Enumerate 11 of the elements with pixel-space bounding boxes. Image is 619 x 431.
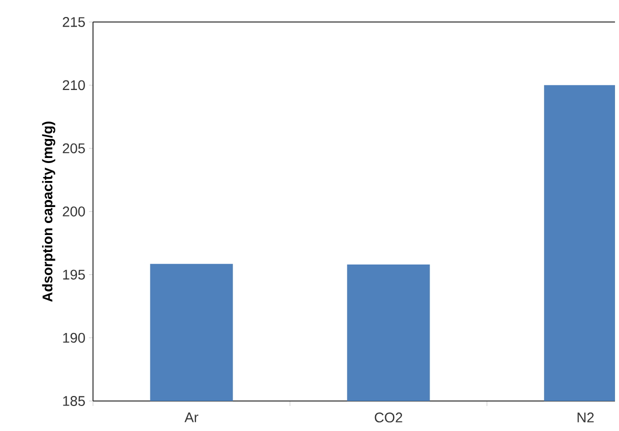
x-tick-label: CO2 <box>374 412 402 422</box>
y-tick-label: 200 <box>62 206 85 216</box>
y-tick-label: 185 <box>63 396 85 406</box>
x-tick-label: N2 <box>578 412 594 422</box>
y-tick-label: 190 <box>63 332 85 343</box>
y-tick-label: 210 <box>62 80 85 90</box>
y-tick-label: 205 <box>62 143 85 154</box>
y-tick-label: 195 <box>63 270 85 280</box>
x-tick-label: Ar <box>184 412 198 422</box>
y-axis-title: Adsorption capacity (mg/g) <box>42 122 56 302</box>
y-tick-label: 215 <box>62 17 85 27</box>
